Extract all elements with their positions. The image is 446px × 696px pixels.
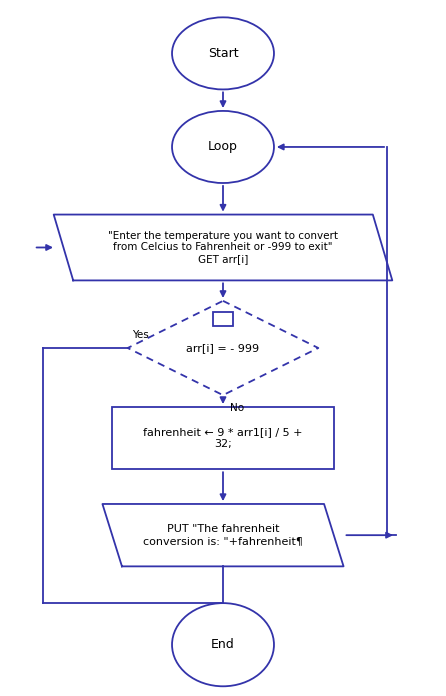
Text: Loop: Loop [208, 141, 238, 153]
Text: fahrenheit ← 9 * arr1[i] / 5 +
32;: fahrenheit ← 9 * arr1[i] / 5 + 32; [143, 427, 303, 449]
Text: Start: Start [208, 47, 238, 60]
Text: arr[i] = - 999: arr[i] = - 999 [186, 343, 260, 353]
Text: End: End [211, 638, 235, 651]
Text: Yes: Yes [132, 330, 149, 340]
Text: No: No [230, 404, 244, 413]
Text: "Enter the temperature you want to convert
from Celcius to Fahrenheit or -999 to: "Enter the temperature you want to conve… [108, 231, 338, 264]
Text: PUT "The fahrenheit
conversion is: "+fahrenheit¶: PUT "The fahrenheit conversion is: "+fah… [143, 524, 303, 546]
